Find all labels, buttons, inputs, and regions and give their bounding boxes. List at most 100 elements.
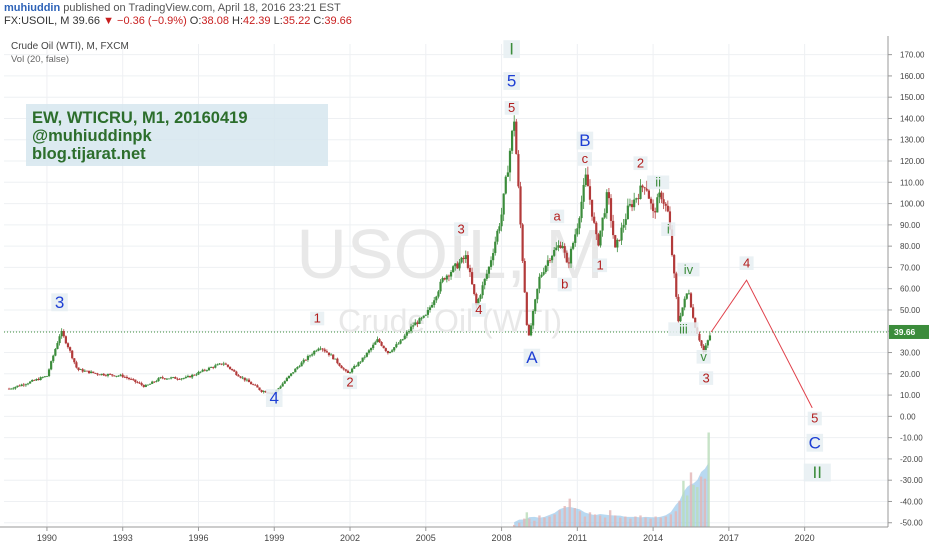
candle-body [342, 368, 345, 370]
annotation-line-3: blog.tijarat.net [32, 145, 146, 163]
candle-body [706, 340, 709, 346]
volume-bar [692, 485, 695, 527]
wave-label: b [561, 277, 568, 292]
close-value: 39.66 [324, 15, 352, 27]
candle-body [31, 380, 34, 382]
annotation-box[interactable]: EW, WTICRU, M1, 20160419 @muhiuddinpk bl… [26, 104, 328, 166]
candle-body [52, 355, 55, 362]
candle-body [496, 230, 499, 242]
down-arrow-icon: ▼ [103, 15, 114, 27]
candle-body [687, 293, 690, 295]
candle-body [559, 245, 562, 248]
candle-body [193, 374, 196, 376]
candle-body [123, 376, 126, 378]
author-link[interactable]: muhiuddin [4, 2, 61, 14]
candle-body [100, 373, 103, 375]
candle-body [607, 192, 611, 199]
candle-body [519, 186, 522, 225]
candle-body [576, 228, 579, 235]
candle-body [523, 260, 526, 293]
y-tick-label: 70.00 [900, 263, 921, 272]
candle-body [119, 374, 122, 376]
candle-body [645, 188, 648, 191]
candle-body [302, 359, 305, 363]
candle-body [292, 372, 295, 374]
candle-body [582, 184, 585, 202]
candle-body [590, 199, 594, 217]
candle-body [151, 381, 154, 384]
candle-body [639, 185, 642, 199]
candle-body [60, 330, 63, 337]
candle-body [285, 378, 288, 382]
y-tick-label: -20.00 [900, 455, 923, 464]
candle-body [409, 326, 413, 332]
volume-bar [523, 518, 526, 527]
candle-body [616, 239, 619, 248]
candle-body [494, 241, 497, 254]
candle-body [548, 260, 552, 262]
volume-bar [558, 510, 561, 527]
candle-body [212, 367, 215, 368]
price-series [7, 115, 712, 395]
candle-body [675, 273, 678, 297]
candle-body [563, 246, 566, 253]
candle-body [20, 384, 23, 387]
candle-body [256, 385, 259, 388]
wave-label: a [554, 209, 562, 224]
wave-label-bg [265, 389, 283, 407]
candle-body [201, 369, 204, 372]
chart-watermark: USOIL, M Crude Oil (WTI) [296, 215, 603, 339]
candle-body [136, 381, 139, 383]
candle-body [460, 257, 463, 263]
candle-body [702, 345, 705, 353]
candle-body [431, 304, 434, 308]
x-tick-label: 2002 [340, 533, 360, 543]
low-label: L: [273, 15, 283, 27]
volume-label: Vol (20, false) [11, 54, 69, 65]
y-tick-label: 80.00 [900, 242, 921, 251]
x-tick-label: 2014 [643, 533, 663, 543]
candle-body [473, 284, 476, 294]
y-tick-label: 30.00 [900, 349, 921, 358]
published-text: published on TradingView.com, April 18, … [63, 2, 341, 14]
candle-body [144, 385, 147, 387]
candle-body [58, 336, 61, 344]
volume-bar [538, 515, 541, 527]
candle-body [207, 367, 211, 371]
last-price: 39.66 [72, 15, 100, 27]
candle-body [468, 267, 472, 273]
wave-label-bg [454, 222, 469, 236]
candle-body [403, 335, 406, 340]
candle-body [174, 377, 177, 379]
candle-body [283, 381, 286, 384]
candle-body [489, 260, 493, 267]
candle-body [393, 347, 396, 351]
candle-body [656, 197, 659, 213]
candle-body [635, 198, 638, 200]
candle-body [188, 376, 192, 378]
candle-body [479, 295, 482, 299]
candle-body [153, 381, 156, 383]
candle-body [492, 253, 495, 261]
volume-bar [624, 516, 627, 527]
projection-path [710, 279, 813, 409]
candle-body [454, 263, 457, 267]
candle-body [346, 370, 350, 373]
candle-body [311, 354, 314, 356]
wave-label-bg [342, 375, 358, 390]
candle-body [630, 204, 634, 208]
candle-body [483, 278, 486, 286]
candle-body [685, 293, 688, 299]
candle-body [633, 199, 636, 208]
candle-body [264, 391, 267, 393]
low-value: 35.22 [282, 15, 311, 27]
candle-body [132, 379, 135, 380]
candle-body [386, 350, 390, 354]
candle-body [542, 272, 545, 275]
candle-body [628, 204, 632, 206]
price-chart[interactable]: USOIL, M Crude Oil (WTI) 3 4 1 2 3 4 I 5 5 Aa b Bc 1… [0, 30, 932, 550]
candle-body [412, 325, 415, 327]
wave-label: 4 [475, 302, 482, 317]
candle-body [441, 278, 444, 282]
candle-body [500, 214, 503, 227]
